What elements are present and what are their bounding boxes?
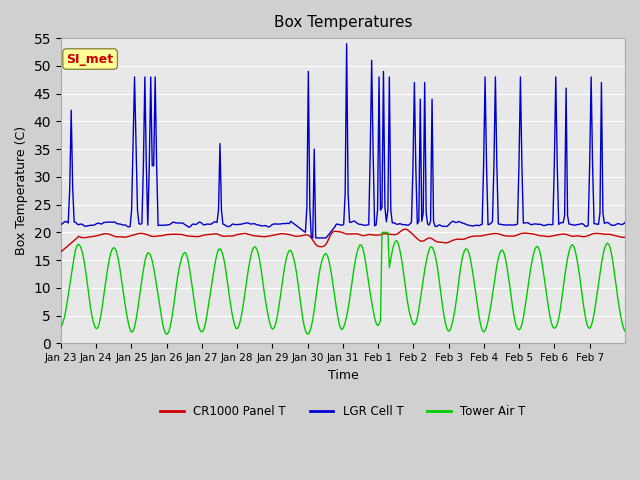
X-axis label: Time: Time (328, 369, 358, 382)
Legend: CR1000 Panel T, LGR Cell T, Tower Air T: CR1000 Panel T, LGR Cell T, Tower Air T (156, 400, 531, 423)
Y-axis label: Box Temperature (C): Box Temperature (C) (15, 126, 28, 255)
Text: SI_met: SI_met (67, 52, 114, 66)
Title: Box Temperatures: Box Temperatures (274, 15, 412, 30)
